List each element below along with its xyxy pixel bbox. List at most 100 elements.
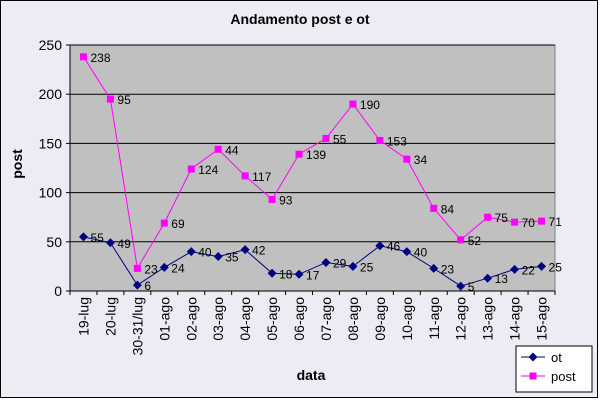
y-tick-label: 150: [39, 135, 63, 151]
x-tick-label: 05-ago: [264, 297, 280, 341]
data-label-post: 139: [306, 148, 326, 162]
data-label-ot: 40: [198, 246, 212, 260]
y-tick-label: 50: [46, 234, 62, 250]
series-line-post: [83, 56, 542, 270]
x-tick-label: 30-31/lug: [129, 297, 145, 355]
data-point-ot: [294, 269, 304, 279]
x-tick-label: 08-ago: [345, 297, 361, 341]
legend-label-post: post: [551, 369, 576, 384]
data-label-ot: 49: [117, 237, 131, 251]
x-tick-label: 10-ago: [399, 297, 415, 341]
data-point-post: [214, 145, 222, 153]
data-label-post: 55: [333, 132, 347, 146]
data-label-post: 238: [90, 51, 110, 65]
data-point-post: [484, 213, 492, 221]
x-tick-label: 20-lug: [102, 297, 118, 336]
data-point-post: [133, 264, 141, 272]
x-tick-label: 04-ago: [237, 297, 253, 341]
x-tick-label: 11-ago: [426, 297, 442, 340]
data-point-post: [538, 217, 546, 225]
data-label-post: 52: [468, 234, 482, 248]
data-label-ot: 42: [252, 244, 266, 258]
legend: ot post: [515, 345, 593, 393]
data-point-ot: [402, 247, 412, 257]
data-point-post: [430, 204, 438, 212]
data-label-post: 190: [360, 98, 380, 112]
data-label-post: 84: [441, 202, 455, 216]
data-label-post: 124: [198, 163, 218, 177]
data-label-post: 69: [171, 217, 185, 231]
data-label-post: 75: [495, 211, 509, 225]
y-axis-title: post: [9, 149, 25, 179]
data-label-ot: 29: [333, 256, 347, 270]
x-tick-label: 14-ago: [507, 297, 523, 341]
data-label-ot: 25: [360, 260, 374, 274]
y-tick-label: 100: [39, 185, 63, 201]
data-point-ot: [78, 232, 88, 242]
data-point-post: [79, 53, 87, 61]
y-tick-label: 250: [39, 37, 63, 53]
data-point-post: [457, 236, 465, 244]
data-label-ot: 24: [171, 261, 185, 275]
x-tick-label: 06-ago: [291, 297, 307, 341]
data-point-ot: [429, 263, 439, 273]
data-label-post: 44: [225, 143, 239, 157]
data-label-ot: 25: [549, 260, 563, 274]
data-label-ot: 6: [144, 279, 151, 293]
y-tick-label: 0: [54, 283, 62, 299]
data-label-ot: 23: [441, 262, 455, 276]
chart-title: Andamento post e ot: [230, 11, 370, 27]
x-tick-label: 12-ago: [453, 297, 469, 341]
data-label-ot: 5: [468, 280, 475, 294]
legend-marker-post: [529, 372, 537, 380]
series-line-ot: [83, 236, 542, 287]
x-tick-label: 09-ago: [372, 297, 388, 341]
x-tick-label: 03-ago: [210, 297, 226, 341]
plot-area: 0 50 100 150 200 250 19-lug 20-lug 30-31/lug 01-a…: [39, 37, 563, 355]
data-label-post: 117: [252, 170, 271, 184]
data-point-post: [241, 172, 249, 180]
data-label-ot: 22: [522, 263, 536, 277]
data-label-post: 23: [144, 262, 158, 276]
x-tick-label: 02-ago: [183, 297, 199, 341]
data-point-ot: [510, 264, 520, 274]
data-label-ot: 13: [495, 272, 509, 286]
data-point-post: [295, 150, 303, 158]
data-label-post: 153: [387, 134, 407, 148]
x-tick-label: 15-ago: [534, 297, 550, 341]
data-label-post: 34: [414, 153, 428, 167]
data-point-post: [511, 218, 519, 226]
data-point-ot: [375, 241, 385, 251]
data-label-post: 71: [549, 215, 563, 229]
data-point-ot: [321, 257, 331, 267]
data-label-post: 95: [117, 93, 131, 107]
data-point-post: [349, 100, 357, 108]
data-point-ot: [483, 273, 493, 283]
data-label-post: 93: [279, 193, 293, 207]
x-tick-label: 01-ago: [156, 297, 172, 341]
data-point-post: [106, 95, 114, 103]
y-tick-label: 200: [39, 86, 63, 102]
data-label-ot: 55: [90, 231, 104, 245]
data-point-ot: [186, 247, 196, 257]
data-point-post: [160, 219, 168, 227]
plot-background: [69, 44, 556, 292]
data-point-ot: [537, 261, 547, 271]
data-point-post: [403, 155, 411, 163]
data-label-ot: 40: [414, 246, 428, 260]
x-tick-label: 13-ago: [480, 297, 496, 341]
data-label-ot: 18: [279, 267, 293, 281]
data-label-ot: 35: [225, 251, 239, 265]
legend-box: [515, 345, 593, 393]
data-point-ot: [267, 268, 277, 278]
x-tick-label: 07-ago: [318, 297, 334, 341]
data-point-ot: [132, 280, 142, 290]
data-point-ot: [348, 261, 358, 271]
data-label-post: 70: [522, 216, 536, 230]
x-tick-label: 19-lug: [75, 297, 91, 336]
data-point-ot: [456, 281, 466, 291]
data-point-post: [376, 136, 384, 144]
data-point-ot: [240, 245, 250, 255]
data-label-ot: 17: [306, 268, 320, 282]
